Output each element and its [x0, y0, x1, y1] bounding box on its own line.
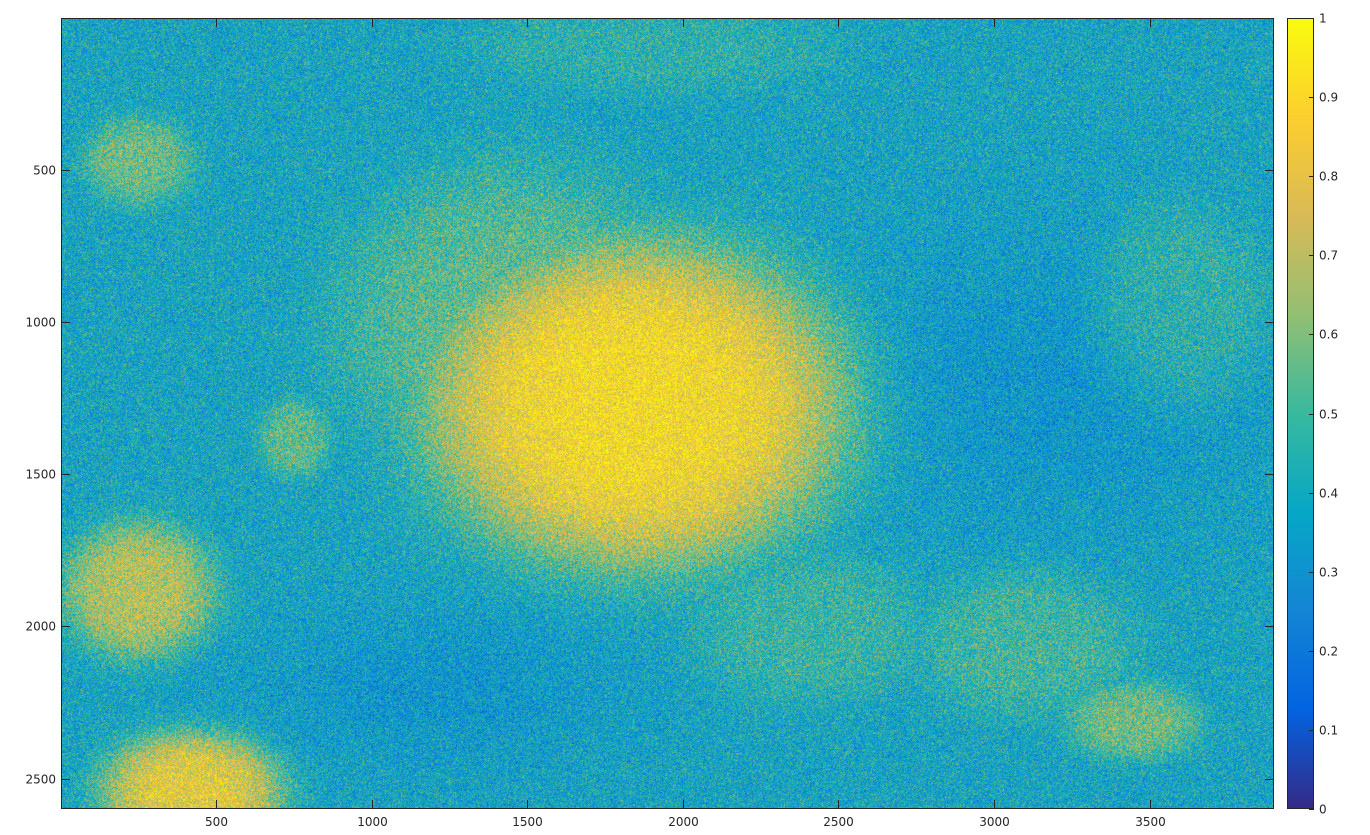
y-tick-label: 2500 — [25, 773, 56, 787]
plot-frame — [61, 18, 1274, 809]
colorbar-tick-label: 1 — [1319, 12, 1327, 26]
x-tick-label: 2500 — [823, 815, 854, 829]
x-tick-label: 500 — [205, 815, 228, 829]
colorbar-tick-label: 0.2 — [1319, 645, 1338, 659]
x-tick-label: 3500 — [1135, 815, 1166, 829]
x-tick-label: 2000 — [668, 815, 699, 829]
y-tick-label: 2000 — [25, 620, 56, 634]
colorbar-gradient — [1287, 18, 1314, 809]
x-tick-label: 1500 — [512, 815, 543, 829]
colorbar-tick-label: 0.4 — [1319, 487, 1338, 501]
y-tick-label: 500 — [33, 164, 56, 178]
colorbar-tick-label: 0.9 — [1319, 91, 1338, 105]
heatmap-image — [61, 18, 1274, 809]
colorbar-tick-label: 0.6 — [1319, 328, 1338, 342]
x-tick-label: 3000 — [979, 815, 1010, 829]
y-axis: 500 1000 1500 2000 2500 — [25, 164, 1274, 787]
x-tick-label: 1000 — [357, 815, 388, 829]
colorbar-tick-label: 0.8 — [1319, 170, 1338, 184]
colorbar-tick-label: 0.1 — [1319, 724, 1338, 738]
colorbar-tick-label: 0.5 — [1319, 408, 1338, 422]
y-tick-label: 1000 — [25, 316, 56, 330]
colorbar-tick-label: 0.3 — [1319, 566, 1338, 580]
colorbar-tick-label: 0.7 — [1319, 249, 1338, 263]
y-tick-label: 1500 — [25, 468, 56, 482]
colorbar-axis: 0 0.1 0.2 0.3 0.4 0.5 0.6 0.7 0.8 0.9 1 — [1309, 12, 1338, 817]
colorbar-tick-label: 0 — [1319, 803, 1327, 817]
x-axis: 500 1000 1500 2000 2500 3000 3500 — [205, 18, 1166, 829]
